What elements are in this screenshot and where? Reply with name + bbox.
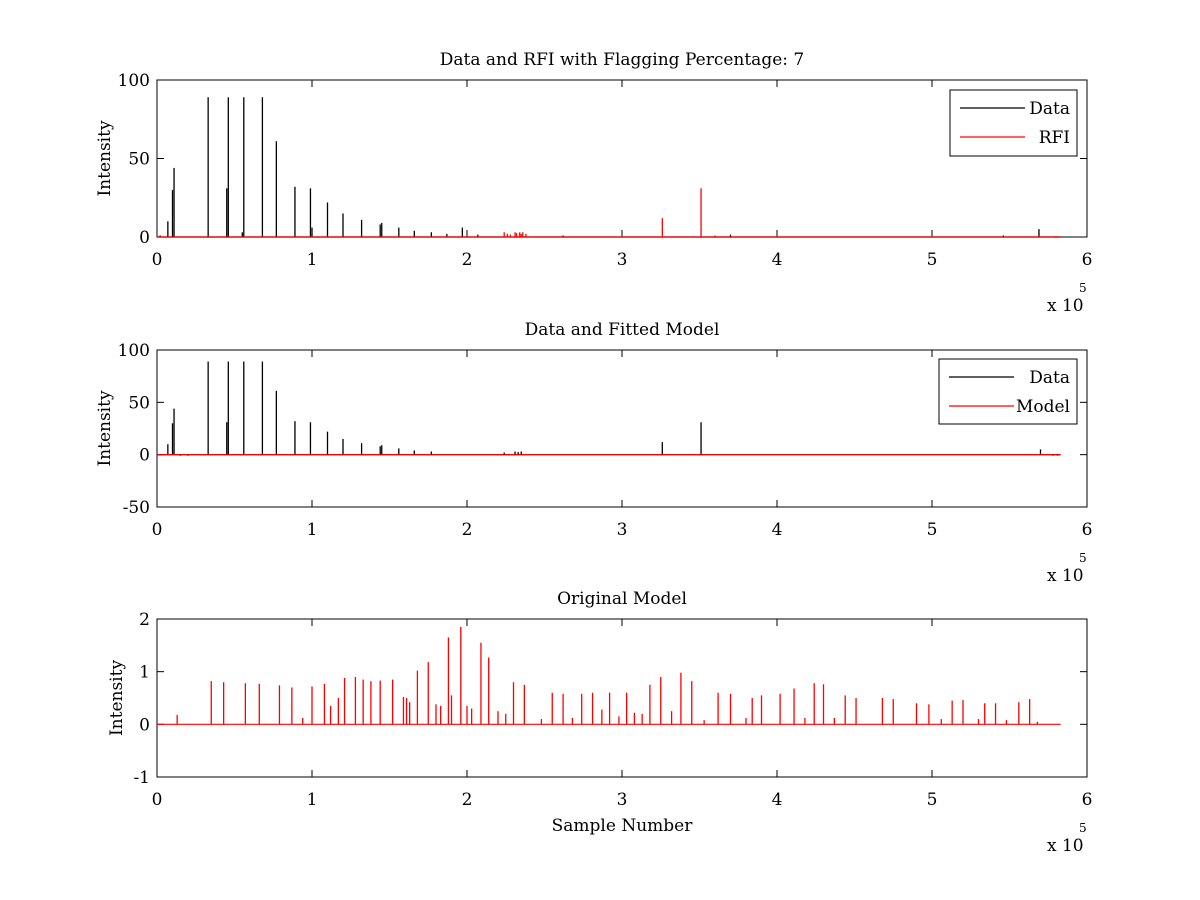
- legend-label: RFI: [1039, 128, 1070, 148]
- x-exponent-label: x 10: [1047, 296, 1084, 316]
- x-tick-label: 4: [772, 790, 783, 810]
- legend-label: Data: [1029, 99, 1070, 119]
- y-tick-label: -50: [123, 498, 150, 518]
- y-tick-label: -1: [133, 768, 150, 788]
- legend-label: Data: [1029, 368, 1070, 388]
- y-tick-label: 0: [139, 228, 150, 248]
- x-tick-label: 5: [927, 250, 938, 270]
- y-tick-label: 2: [139, 610, 150, 630]
- x-tick-label: 2: [462, 520, 473, 540]
- series-1: [157, 626, 1061, 725]
- y-tick-label: 100: [118, 341, 150, 361]
- x-tick-label: 6: [1082, 520, 1093, 540]
- y-axis-label: Intensity: [107, 660, 127, 736]
- x-tick-label: 3: [617, 790, 628, 810]
- x-exponent-label: x 10: [1047, 566, 1084, 586]
- legend: Data RFI: [949, 89, 1078, 157]
- x-tick-label: 6: [1082, 790, 1093, 810]
- x-tick-label: 5: [927, 520, 938, 540]
- legend-label: Model: [1016, 397, 1070, 417]
- x-tick-label: 0: [152, 790, 163, 810]
- x-axis-label: Sample Number: [552, 816, 694, 836]
- x-tick-label: 1: [307, 250, 318, 270]
- legend-box: [938, 358, 1078, 425]
- x-exponent-power: 5: [1079, 821, 1087, 835]
- chart-1: 0 1 2 3 4 5 6 0 50 100 Data and RFI with Flagging …: [95, 50, 1092, 316]
- x-tick-label: 3: [617, 520, 628, 540]
- legend-box: [949, 89, 1078, 157]
- y-axis-label: Intensity: [95, 390, 115, 466]
- x-tick-label: 5: [927, 790, 938, 810]
- x-exponent-power: 5: [1079, 551, 1087, 565]
- y-tick-label: 0: [139, 715, 150, 735]
- y-tick-label: 50: [128, 150, 150, 170]
- y-axis-label: Intensity: [95, 120, 115, 196]
- y-tick-label: 1: [139, 663, 150, 683]
- series-2: [157, 188, 1061, 238]
- x-tick-label: 1: [307, 520, 318, 540]
- x-tick-label: 4: [772, 520, 783, 540]
- x-tick-label: 4: [772, 250, 783, 270]
- x-tick-label: 0: [152, 520, 163, 540]
- chart-title: Data and RFI with Flagging Percentage: 7: [440, 50, 804, 70]
- x-tick-label: 0: [152, 250, 163, 270]
- legend: Data Model: [938, 358, 1078, 425]
- x-tick-label: 6: [1082, 250, 1093, 270]
- x-tick-label: 1: [307, 790, 318, 810]
- chart-title: Original Model: [557, 589, 687, 609]
- chart-title: Data and Fitted Model: [525, 320, 720, 340]
- y-tick-label: 0: [139, 446, 150, 466]
- x-exponent-power: 5: [1079, 281, 1087, 295]
- x-tick-label: 2: [462, 250, 473, 270]
- x-tick-label: 2: [462, 790, 473, 810]
- y-tick-label: 50: [128, 393, 150, 413]
- x-tick-label: 3: [617, 250, 628, 270]
- x-exponent-label: x 10: [1047, 836, 1084, 856]
- y-tick-label: 100: [118, 71, 150, 91]
